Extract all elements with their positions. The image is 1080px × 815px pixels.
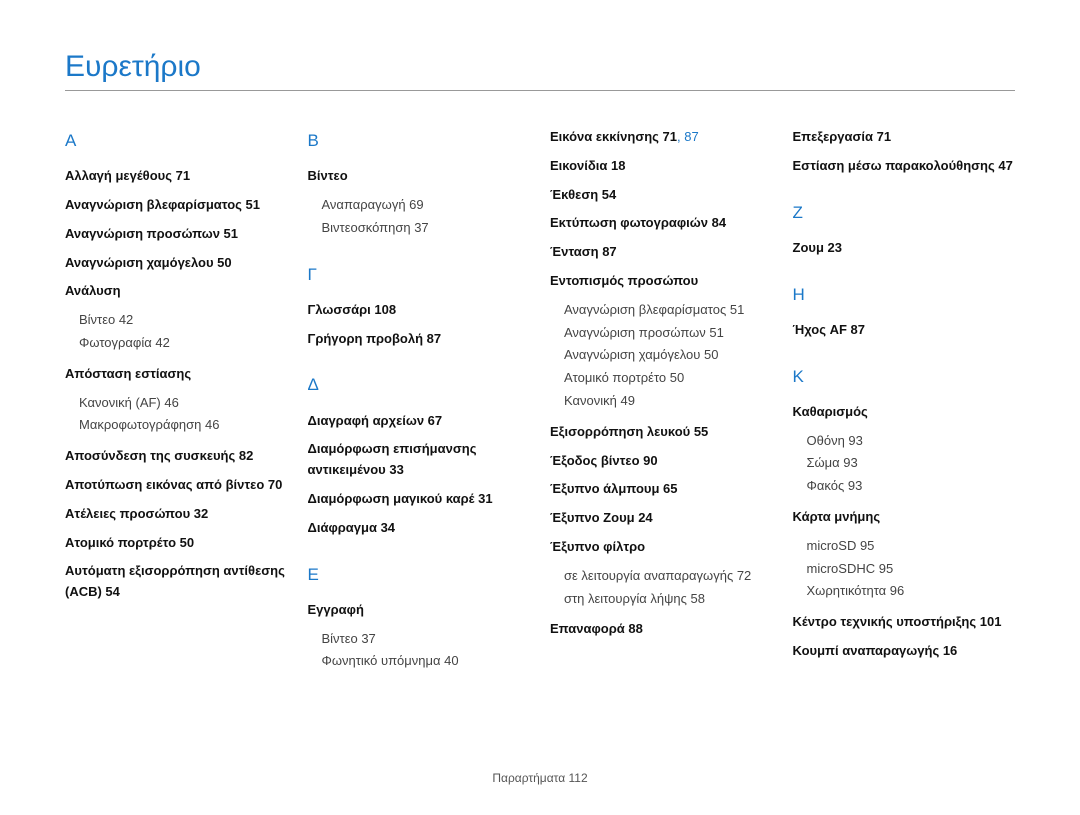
sub-mem-microsdhc: microSDHC 95	[807, 559, 1016, 580]
letter-alpha: Α	[65, 127, 288, 154]
entry-tracking-af: Εστίαση μέσω παρακολούθησης 47	[793, 156, 1016, 177]
entry-glossary: Γλωσσάρι 108	[308, 300, 531, 321]
entry-focus-distance: Απόσταση εστίασης	[65, 364, 288, 385]
sub-filter-play: σε λειτουργία αναπαραγωγής 72	[564, 566, 773, 587]
entry-memory-card: Κάρτα μνήμης	[793, 507, 1016, 528]
entry-video: Βίντεο	[308, 166, 531, 187]
entry-icons: Εικονίδια 18	[550, 156, 773, 177]
sub-fd-smile: Αναγνώριση χαμόγελου 50	[564, 345, 773, 366]
sub-mem-capacity: Χωρητικότητα 96	[807, 581, 1016, 602]
sub-video-shoot: Βιντεοσκόπηση 37	[322, 218, 531, 239]
sub-mem-microsd: microSD 95	[807, 536, 1016, 557]
sub-filter-shoot: στη λειτουργία λήψης 58	[564, 589, 773, 610]
entry-self-portrait: Ατομικό πορτρέτο 50	[65, 533, 288, 554]
entry-support-center: Κέντρο τεχνικής υποστήριξης 101	[793, 612, 1016, 633]
entry-delete-files: Διαγραφή αρχείων 67	[308, 411, 531, 432]
entry-face-detection: Εντοπισμός προσώπου	[550, 271, 773, 292]
letter-kappa: Κ	[793, 363, 1016, 390]
entry-resolution: Ανάλυση	[65, 281, 288, 302]
letter-beta: Β	[308, 127, 531, 154]
entry-intensity: Ένταση 87	[550, 242, 773, 263]
sub-focus-normal: Κανονική (AF) 46	[79, 393, 288, 414]
entry-smart-filter: Έξυπνο φίλτρο	[550, 537, 773, 558]
entry-af-sound: Ήχος AF 87	[793, 320, 1016, 341]
entry-blemish: Ατέλειες προσώπου 32	[65, 504, 288, 525]
footer-page: 112	[569, 771, 588, 785]
column-3: Εικόνα εκκίνησης 71, 87 Εικονίδια 18 Έκθ…	[550, 127, 773, 761]
letter-epsilon: Ε	[308, 561, 531, 588]
entry-smart-zoom: Έξυπνο Ζουμ 24	[550, 508, 773, 529]
footer: Παραρτήματα 112	[65, 761, 1015, 785]
start-image-label: Εικόνα εκκίνησης	[550, 129, 663, 144]
footer-label: Παραρτήματα	[492, 771, 565, 785]
entry-blink-detect: Αναγνώριση βλεφαρίσματος 51	[65, 195, 288, 216]
entry-resize: Αλλαγή μεγέθους 71	[65, 166, 288, 187]
sub-resolution-video: Βίντεο 42	[79, 310, 288, 331]
column-1: Α Αλλαγή μεγέθους 71 Αναγνώριση βλεφαρίσ…	[65, 127, 288, 761]
page-title: Ευρετήριο	[65, 50, 1015, 91]
entry-zoom: Ζουμ 23	[793, 238, 1016, 259]
sub-record-video: Βίντεο 37	[322, 629, 531, 650]
entry-start-image: Εικόνα εκκίνησης 71, 87	[550, 127, 773, 148]
entry-print-photos: Εκτύπωση φωτογραφιών 84	[550, 213, 773, 234]
sub-focus-macro: Μακροφωτογράφηση 46	[79, 415, 288, 436]
entry-face-detect: Αναγνώριση προσώπων 51	[65, 224, 288, 245]
entry-white-balance: Εξισορρόπηση λευκού 55	[550, 422, 773, 443]
entry-magic-frame: Διαμόρφωση μαγικού καρέ 31	[308, 489, 531, 510]
entry-acb: Αυτόματη εξισορρόπηση αντίθεσης (ACB) 54	[65, 561, 288, 603]
entry-cleaning: Καθαρισμός	[793, 402, 1016, 423]
sub-record-memo: Φωνητικό υπόμνημα 40	[322, 651, 531, 672]
sub-resolution-photo: Φωτογραφία 42	[79, 333, 288, 354]
sub-fd-blink: Αναγνώριση βλεφαρίσματος 51	[564, 300, 773, 321]
entry-play-button: Κουμπί αναπαραγωγής 16	[793, 641, 1016, 662]
index-page: Ευρετήριο Α Αλλαγή μεγέθους 71 Αναγνώρισ…	[0, 0, 1080, 815]
entry-object-config: Διαμόρφωση επισήμανσης αντικειμένου 33	[308, 439, 531, 481]
sub-fd-self: Ατομικό πορτρέτο 50	[564, 368, 773, 389]
sub-fd-face: Αναγνώριση προσώπων 51	[564, 323, 773, 344]
entry-editing: Επεξεργασία 71	[793, 127, 1016, 148]
sub-fd-normal: Κανονική 49	[564, 391, 773, 412]
column-4: Επεξεργασία 71 Εστίαση μέσω παρακολούθησ…	[793, 127, 1016, 761]
sub-video-play: Αναπαραγωγή 69	[322, 195, 531, 216]
start-image-p2: 87	[684, 129, 698, 144]
sub-clean-body: Σώμα 93	[807, 453, 1016, 474]
entry-video-out: Έξοδος βίντεο 90	[550, 451, 773, 472]
sub-clean-screen: Οθόνη 93	[807, 431, 1016, 452]
entry-exposure: Έκθεση 54	[550, 185, 773, 206]
letter-gamma: Γ	[308, 261, 531, 288]
entry-smile-detect: Αναγνώριση χαμόγελου 50	[65, 253, 288, 274]
column-2: Β Βίντεο Αναπαραγωγή 69 Βιντεοσκόπηση 37…	[308, 127, 531, 761]
start-image-p1: 71	[663, 129, 677, 144]
entry-smart-album: Έξυπνο άλμπουμ 65	[550, 479, 773, 500]
entry-recording: Εγγραφή	[308, 600, 531, 621]
letter-zeta: Ζ	[793, 199, 1016, 226]
letter-eta: Η	[793, 281, 1016, 308]
sub-clean-lens: Φακός 93	[807, 476, 1016, 497]
entry-capture-video: Αποτύπωση εικόνας από βίντεο 70	[65, 475, 288, 496]
letter-delta: Δ	[308, 371, 531, 398]
entry-disconnect: Αποσύνδεση της συσκευής 82	[65, 446, 288, 467]
entry-reset: Επαναφορά 88	[550, 619, 773, 640]
entry-quick-view: Γρήγορη προβολή 87	[308, 329, 531, 350]
entry-aperture: Διάφραγμα 34	[308, 518, 531, 539]
index-columns: Α Αλλαγή μεγέθους 71 Αναγνώριση βλεφαρίσ…	[65, 127, 1015, 761]
